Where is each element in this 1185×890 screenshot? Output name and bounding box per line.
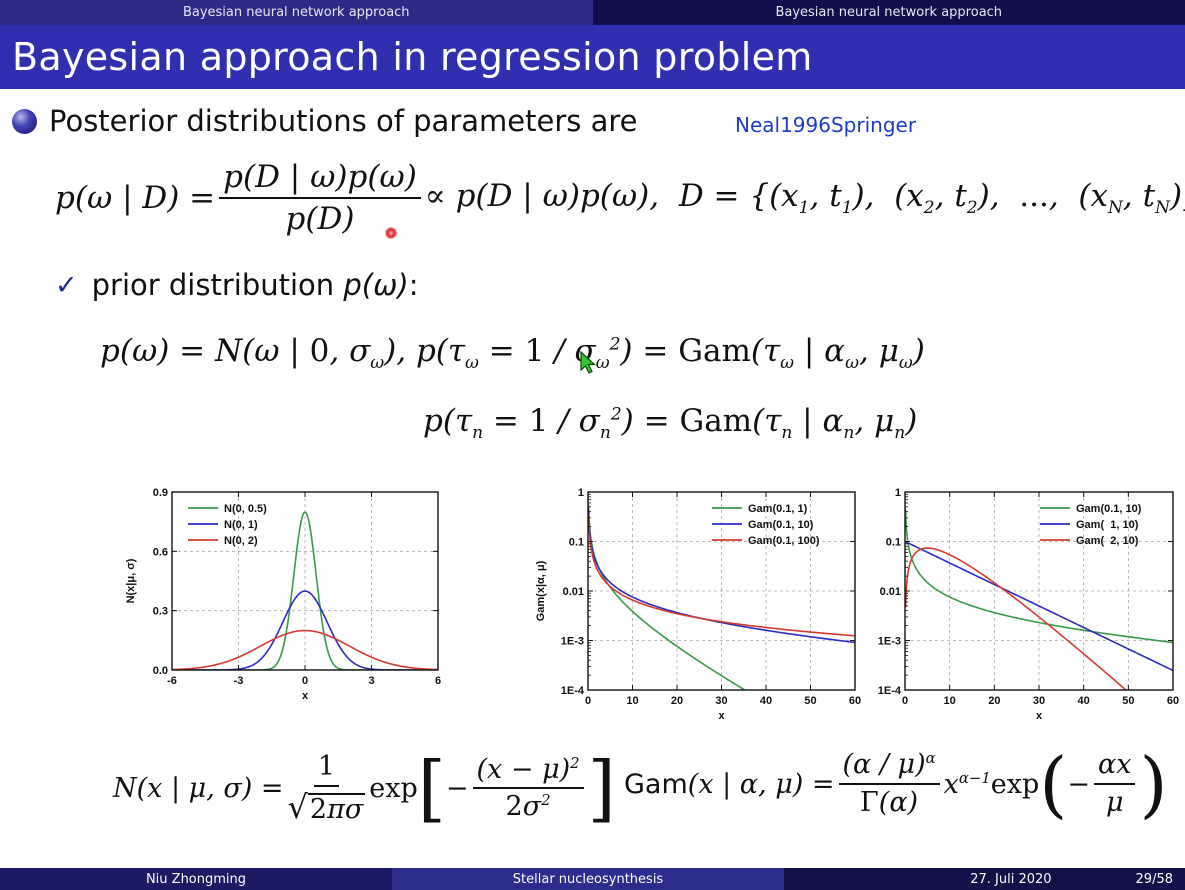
x-axis-label: x bbox=[1036, 710, 1043, 722]
x-tick-label: 30 bbox=[715, 695, 727, 707]
y-tick-label: 0.01 bbox=[880, 586, 901, 598]
x-axis-label: x bbox=[302, 690, 309, 702]
series-line-2 bbox=[588, 514, 855, 637]
check-text-prefix: prior distribution bbox=[91, 268, 344, 302]
y-tick-label: 0.3 bbox=[153, 606, 168, 618]
laser-pointer bbox=[385, 227, 397, 239]
footer-bar: Niu Zhongming Stellar nucleosynthesis 27… bbox=[0, 868, 1185, 890]
check-text-math: p(ω) bbox=[343, 268, 409, 302]
x-axis-label: x bbox=[718, 710, 725, 722]
x-tick-label: 30 bbox=[1033, 695, 1045, 707]
footer-page-number: 29/58 bbox=[1135, 871, 1173, 887]
legend-entry: Gam(0.1, 1) bbox=[748, 503, 808, 515]
prior-equation: p(ω) = N(ω | 0, σω), p(τω = 1 / σω2) = G… bbox=[100, 333, 925, 374]
x-tick-label: 20 bbox=[671, 695, 683, 707]
bullet-item: Posterior distributions of parameters ar… bbox=[12, 104, 637, 138]
y-tick-label: 1E-3 bbox=[561, 636, 584, 648]
mouse-cursor-icon bbox=[580, 351, 597, 374]
posterior-equation: p(ω | D) = p(D | ω)p(ω) p(D) ∝ p(D | ω)p(… bbox=[55, 159, 1185, 238]
legend-entry: Gam( 1, 10) bbox=[1076, 519, 1139, 531]
legend-entry: N(0, 2) bbox=[224, 535, 258, 547]
x-tick-label: 10 bbox=[626, 695, 638, 707]
x-tick-label: 60 bbox=[1167, 695, 1179, 707]
legend-entry: Gam(0.1, 10) bbox=[1076, 503, 1142, 515]
x-tick-label: 6 bbox=[435, 675, 441, 687]
y-tick-label: 0.9 bbox=[153, 487, 168, 499]
check-text-suffix: : bbox=[408, 268, 419, 302]
x-tick-label: 20 bbox=[988, 695, 1000, 707]
series-line-2 bbox=[905, 547, 1128, 690]
x-tick-label: 0 bbox=[302, 675, 308, 687]
gamma-distribution-chart-a: 0 10 20 30 40 50 60 1E-4 1E-3 0.01 0.1 1 x Gam(x|α, μ… bbox=[530, 482, 865, 736]
header-bar: Bayesian neural network approach Bayesia… bbox=[0, 0, 1185, 25]
gamma-distribution-chart-b: 0 10 20 30 40 50 60 1E-4 1E-3 0.01 0.1 1 x Gam(0.1, 1… bbox=[868, 482, 1180, 736]
header-right-title: Bayesian neural network approach bbox=[592, 0, 1185, 25]
slide-title-bar: Bayesian approach in regression problem bbox=[0, 25, 1185, 89]
x-tick-label: -6 bbox=[167, 675, 177, 687]
y-tick-label: 0.0 bbox=[153, 665, 168, 677]
normal-distribution-chart: -6 -3 0 3 6 0.0 0.3 0.6 0.9 x N(x|μ, σ) N(0, 0.5) N(… bbox=[120, 482, 450, 736]
header-left-title: Bayesian neural network approach bbox=[0, 0, 593, 25]
gamma-formula: Gam (x | α, μ) = (α / μ)α Γ(α) xα−1 exp ( … bbox=[624, 742, 1168, 826]
citation-link[interactable]: Neal1996Springer bbox=[735, 113, 917, 137]
y-axis-label: N(x|μ, σ) bbox=[125, 558, 137, 603]
series-line-1 bbox=[905, 541, 1173, 672]
bullet-ball-icon bbox=[12, 108, 37, 134]
y-axis-label: Gam(x|α, μ) bbox=[535, 560, 547, 621]
y-tick-label: 1E-4 bbox=[561, 685, 585, 697]
y-tick-label: 1E-3 bbox=[878, 636, 901, 648]
legend-entry: Gam(0.1, 100) bbox=[748, 535, 820, 547]
legend-entry: Gam(0.1, 10) bbox=[748, 519, 814, 531]
legend-entry: Gam( 2, 10) bbox=[1076, 535, 1139, 547]
normal-formula: N(x | μ, σ) = 1 √ 2πσ exp [ − (x − μ)2 2σ2 … bbox=[113, 746, 616, 831]
series-line-0 bbox=[905, 509, 1173, 644]
x-tick-label: 50 bbox=[804, 695, 816, 707]
y-tick-label: 0.6 bbox=[153, 546, 168, 558]
noise-prior-equation: p(τn = 1 / σn2) = Gam(τn | αn, μn) bbox=[423, 403, 918, 444]
y-tick-label: 0.01 bbox=[563, 586, 584, 598]
series-line-0 bbox=[588, 504, 747, 690]
check-item: ✓ prior distribution p(ω): bbox=[55, 268, 419, 302]
footer-date: 27. Juli 2020 bbox=[970, 871, 1052, 887]
x-tick-label: 40 bbox=[760, 695, 772, 707]
legend-entry: N(0, 0.5) bbox=[224, 503, 267, 515]
series-line-1 bbox=[588, 509, 855, 644]
bullet-text: Posterior distributions of parameters ar… bbox=[49, 104, 638, 138]
y-tick-label: 0.1 bbox=[569, 537, 584, 549]
x-tick-label: 50 bbox=[1122, 695, 1134, 707]
x-tick-label: 0 bbox=[902, 695, 908, 707]
x-tick-label: -3 bbox=[234, 675, 244, 687]
series-line-2 bbox=[172, 629, 438, 670]
x-tick-label: 40 bbox=[1078, 695, 1090, 707]
x-tick-label: 0 bbox=[585, 695, 591, 707]
y-tick-label: 1E-4 bbox=[878, 685, 902, 697]
y-tick-label: 1 bbox=[895, 487, 901, 499]
slide-title: Bayesian approach in regression problem bbox=[12, 35, 813, 79]
x-tick-label: 10 bbox=[944, 695, 956, 707]
series-line-0 bbox=[172, 511, 438, 670]
x-tick-label: 3 bbox=[368, 675, 374, 687]
y-tick-label: 1 bbox=[578, 487, 584, 499]
checkmark-icon: ✓ bbox=[55, 269, 78, 301]
y-tick-label: 0.1 bbox=[886, 537, 901, 549]
footer-author: Niu Zhongming bbox=[0, 868, 392, 890]
legend-entry: N(0, 1) bbox=[224, 519, 258, 531]
footer-talk-title: Stellar nucleosynthesis bbox=[392, 868, 784, 890]
x-tick-label: 60 bbox=[849, 695, 861, 707]
